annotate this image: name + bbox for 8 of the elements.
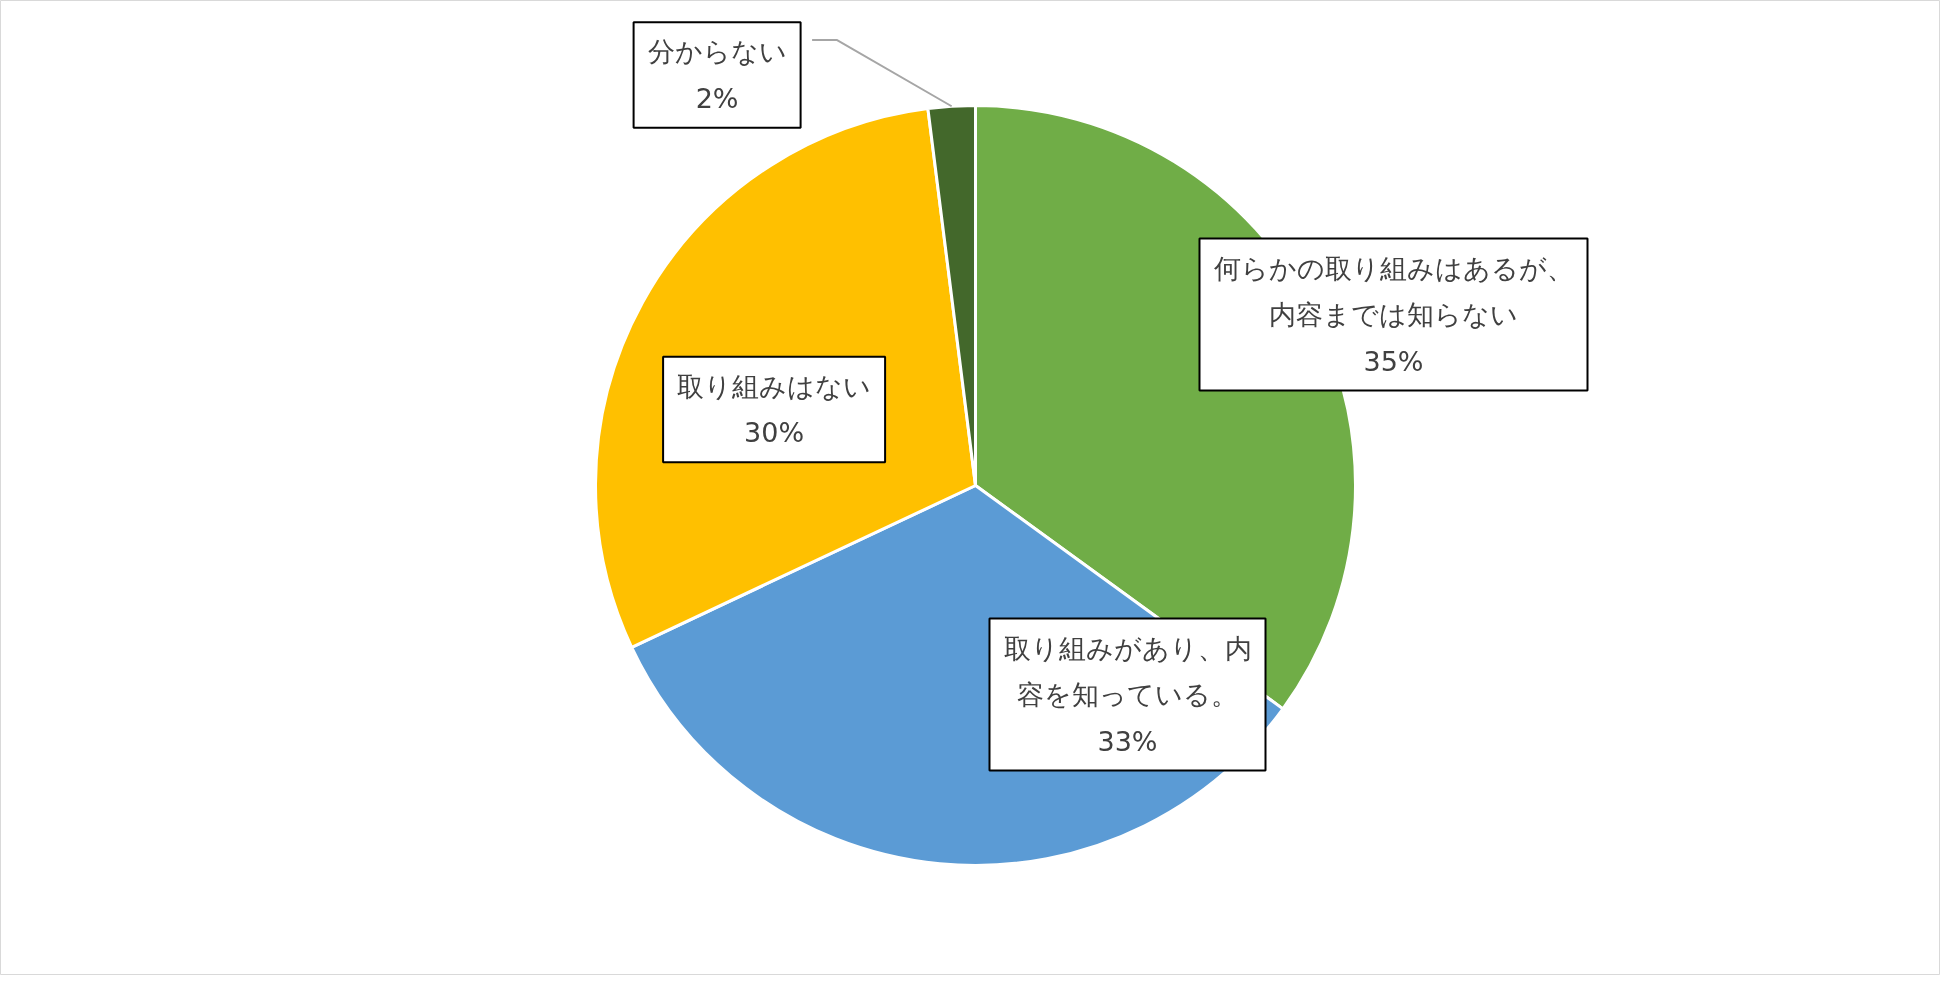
slice-label: 取り組みはない xyxy=(677,370,872,402)
data-label: 2% xyxy=(695,82,739,114)
slice-label: 分からない xyxy=(647,36,787,68)
data-label: 33% xyxy=(1097,725,1158,757)
data-label: 30% xyxy=(744,417,805,449)
data-label: 35% xyxy=(1363,345,1424,377)
slice-label: 何らかの取り組みはあるが、内容までは知らない xyxy=(1213,252,1574,330)
slice-label: 取り組みがあり、内容を知っている。 xyxy=(1003,632,1252,710)
